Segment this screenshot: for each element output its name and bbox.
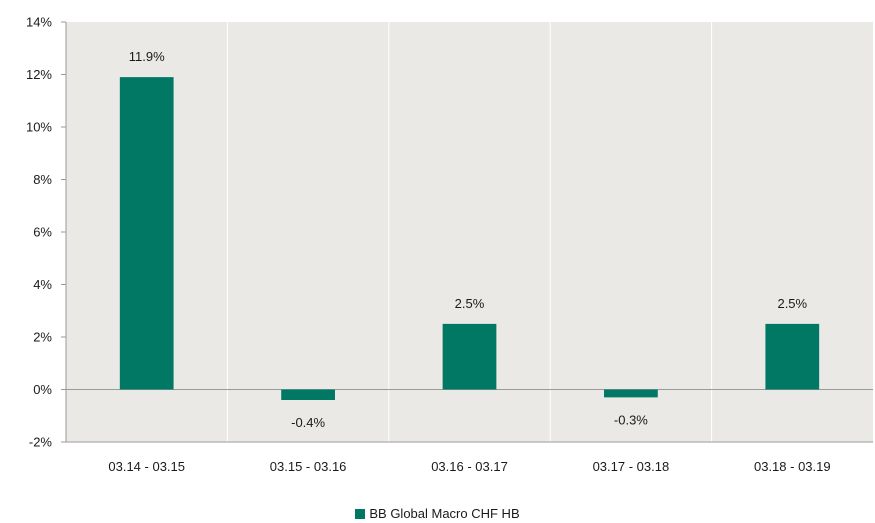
data-label: -0.3% [614, 412, 648, 427]
data-label: -0.4% [291, 415, 325, 430]
x-tick-label: 03.18 - 03.19 [754, 459, 831, 474]
y-tick-label: 10% [26, 120, 52, 135]
y-tick-label: -2% [29, 435, 53, 450]
y-tick-label: 0% [33, 382, 52, 397]
bar [442, 323, 497, 390]
bar [765, 323, 820, 390]
data-label: 2.5% [455, 296, 485, 311]
y-tick-label: 12% [26, 67, 52, 82]
data-label: 11.9% [129, 49, 165, 64]
y-tick-label: 14% [26, 15, 52, 30]
y-tick-label: 4% [33, 277, 52, 292]
x-tick-label: 03.14 - 03.15 [108, 459, 185, 474]
bar [281, 389, 335, 400]
x-tick-label: 03.15 - 03.16 [270, 459, 347, 474]
legend-label: BB Global Macro CHF HB [369, 506, 520, 521]
data-label: 2.5% [777, 296, 807, 311]
y-tick-label: 6% [33, 225, 52, 240]
bar [119, 77, 174, 390]
legend-swatch [355, 509, 366, 519]
bar [604, 389, 658, 398]
y-tick-label: 2% [33, 330, 52, 345]
legend: BB Global Macro CHF HB [0, 506, 875, 521]
x-tick-label: 03.16 - 03.17 [431, 459, 508, 474]
x-tick-label: 03.17 - 03.18 [593, 459, 670, 474]
y-tick-label: 8% [33, 172, 52, 187]
